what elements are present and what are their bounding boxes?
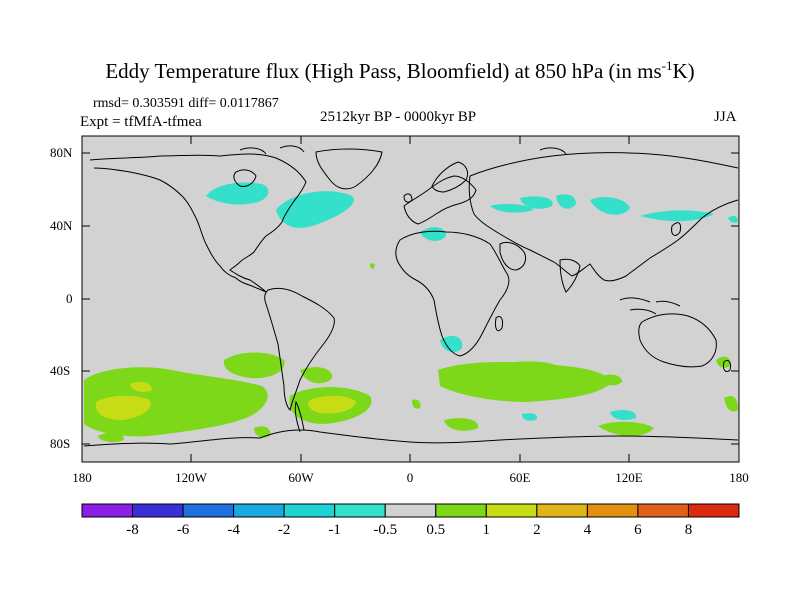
lon-label-60e: 60E: [509, 470, 531, 485]
lat-label-80s: 80S: [50, 436, 71, 451]
colorbar-label: -4: [227, 522, 240, 538]
lat-label-40s: 40S: [50, 363, 71, 378]
colorbar-box: [536, 503, 588, 518]
colorbar-label: -0.5: [373, 522, 398, 538]
lon-label-0: 0: [406, 470, 414, 485]
season-label: JJA: [714, 109, 737, 125]
colorbar-label: 0.5: [426, 522, 446, 538]
colorbar-box: [182, 503, 235, 518]
colorbar-label: -6: [176, 522, 190, 538]
colorbar-box: [81, 503, 134, 518]
lon-label-180w: 180: [72, 470, 92, 485]
colorbar-box: [687, 503, 740, 518]
colorbar-box: [384, 503, 437, 518]
stats-label: rmsd= 0.303591 diff= 0.0117867: [93, 96, 279, 111]
experiment-label: Expt = tfMfA-tfmea: [80, 114, 202, 130]
colorbar-box: [233, 503, 285, 518]
coastlines: [83, 145, 739, 447]
lon-label-120e: 120E: [615, 470, 643, 485]
lat-label-0: 0: [66, 291, 73, 306]
colorbar-label: -2: [277, 522, 291, 538]
colorbar-label: 1: [482, 522, 491, 538]
colorbar-box: [435, 503, 487, 518]
strong-positive-patches: [95, 382, 356, 420]
colorbar-label: 4: [583, 522, 592, 538]
colorbar-box: [334, 503, 386, 518]
map-ticks: [81, 136, 740, 462]
colorbar-box: [586, 503, 639, 518]
colorbar-box: [283, 503, 336, 518]
negative-anomaly-patches: [206, 182, 738, 421]
colorbar-label: 2: [533, 522, 541, 538]
colorbar-label: -8: [126, 522, 139, 538]
lon-label-60w: 60W: [288, 470, 314, 485]
colorbar-box: [637, 503, 689, 518]
colorbar-box: [485, 503, 538, 518]
positive-anomaly-patches: [84, 263, 738, 443]
map-title: Eddy Temperature flux (High Pass, Bloomf…: [105, 58, 695, 83]
lon-label-120w: 120W: [175, 470, 207, 485]
colorbar-label: 8: [684, 522, 693, 538]
colorbar-box: [132, 503, 184, 518]
colorbar-label: -1: [328, 522, 341, 538]
lat-label-80n: 80N: [50, 145, 73, 160]
lon-label-180e: 180: [729, 470, 749, 485]
colorbar: [81, 503, 740, 518]
lat-label-40n: 40N: [50, 218, 73, 233]
colorbar-label: 6: [634, 522, 642, 538]
period-label: 2512kyr BP - 0000kyr BP: [320, 109, 477, 125]
